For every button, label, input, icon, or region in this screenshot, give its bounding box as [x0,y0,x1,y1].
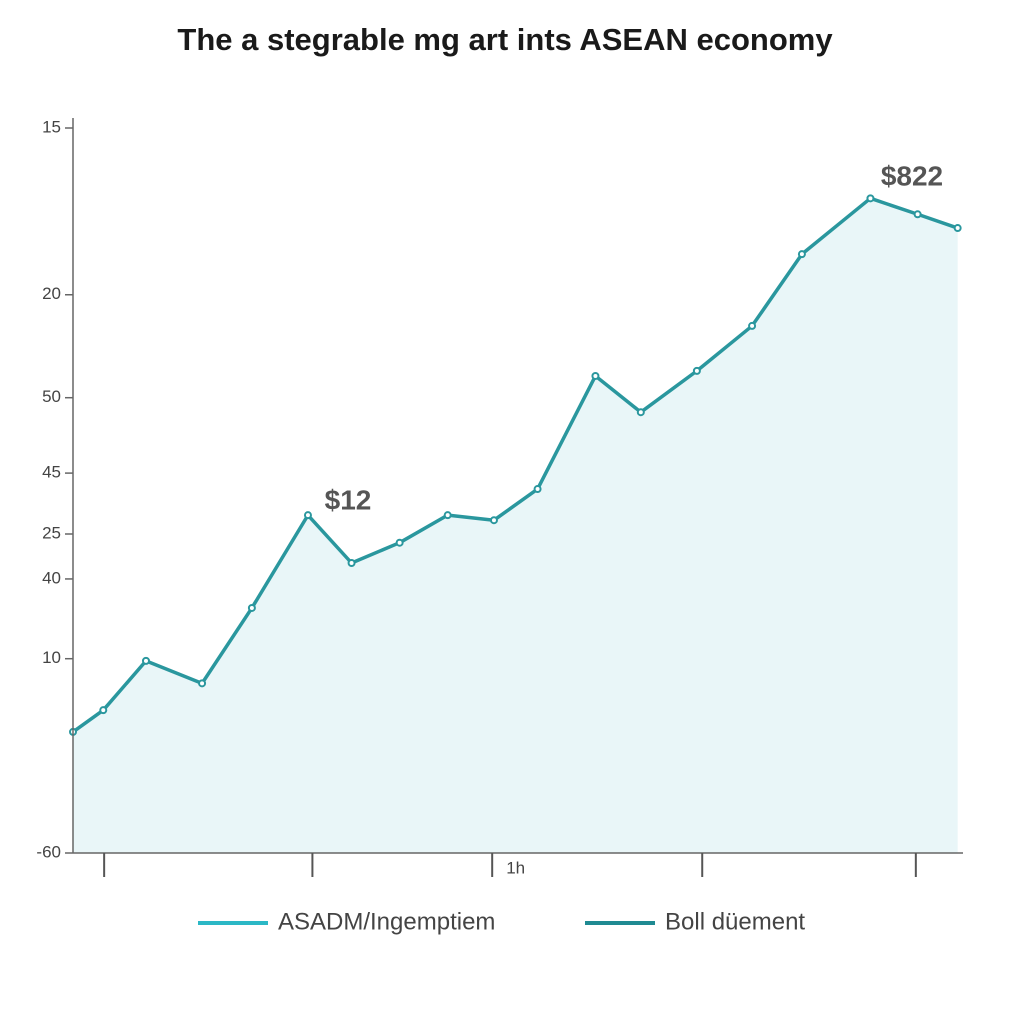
y-tick-label: 15 [42,117,61,136]
x-tick-label: 1h [506,858,525,877]
y-tick-label: -60 [36,842,61,861]
point [395,538,404,547]
point [141,656,150,665]
point [797,250,806,259]
y-tick-label: 40 [42,568,61,587]
chart-title: The a stegrable mg art ints ASEAN econom… [177,22,833,57]
point [636,408,645,417]
legend-label: Boll düement [665,908,805,935]
legend-label: ASADM/Ingemptiem [278,908,495,935]
point [533,485,542,494]
point [198,679,207,688]
y-tick-label: 45 [42,463,61,482]
point [489,516,498,525]
point [303,511,312,520]
point [247,603,256,612]
point [866,194,875,203]
y-tick-label: 25 [42,523,61,542]
point [443,511,452,520]
y-tick-label: 20 [42,284,61,303]
point [953,224,962,233]
annotation: $12 [325,484,372,515]
point [692,366,701,375]
y-tick-label: 50 [42,387,61,406]
point [591,371,600,380]
y-tick-label: 10 [42,648,61,667]
annotation: $822 [881,160,943,191]
point [748,321,757,330]
point [347,559,356,567]
point [913,210,922,219]
point [99,706,108,715]
area [73,198,958,853]
